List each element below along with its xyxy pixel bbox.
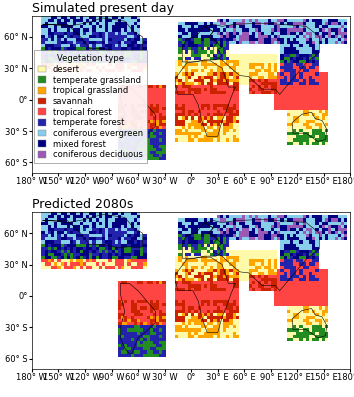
- Legend: desert, temperate grassland, tropical grassland, savannah, tropical forest, temp: desert, temperate grassland, tropical gr…: [34, 50, 147, 164]
- Text: Predicted 2080s: Predicted 2080s: [32, 198, 133, 211]
- Text: Simulated present day: Simulated present day: [32, 2, 174, 15]
